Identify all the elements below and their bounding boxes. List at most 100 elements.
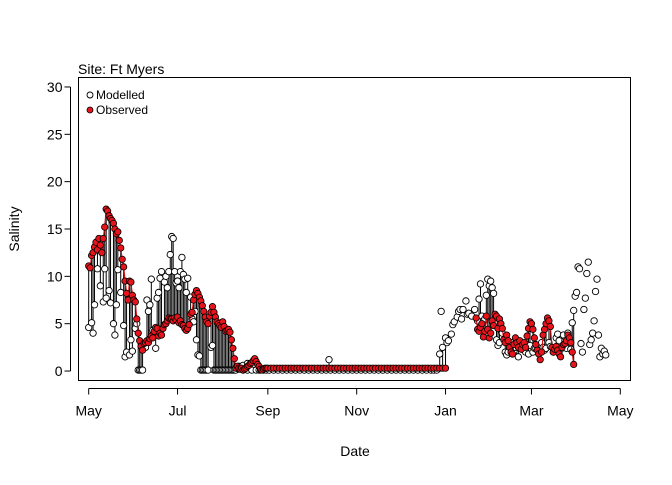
x-tick-label-nov-3: Nov [344, 403, 369, 419]
modelled-point-218 [578, 348, 587, 356]
observed-point-189 [478, 320, 486, 328]
observed-point-220 [523, 332, 531, 340]
observed-point-37 [138, 346, 147, 354]
modelled-point-14 [114, 266, 122, 274]
modelled-point-229 [594, 331, 603, 339]
modelled-point-203 [554, 330, 562, 338]
modelled-point-216 [575, 265, 584, 273]
observed-series [85, 205, 578, 374]
modelled-point-2 [89, 329, 97, 337]
modelled-point-38 [157, 267, 166, 276]
modelled-point-70 [208, 341, 217, 350]
modelled-point-150 [459, 305, 467, 314]
observed-point-224 [529, 325, 537, 333]
modelled-point-1 [87, 319, 96, 327]
modelled-point-27 [138, 366, 147, 374]
observed-point-50 [157, 331, 166, 339]
observed-point-192 [482, 312, 490, 320]
y-tick-label-25: 25 [47, 126, 63, 142]
modelled-point-137 [436, 350, 444, 358]
modelled-point-51 [178, 253, 186, 262]
observed-point-32 [131, 298, 139, 306]
observed-point-99 [229, 344, 237, 352]
modelled-point-41 [163, 284, 171, 292]
observed-point-229 [536, 356, 544, 364]
modelled-point-181 [514, 353, 523, 361]
modelled-point-30 [144, 307, 153, 316]
modelled-point-214 [572, 288, 581, 297]
modelled-point-43 [166, 250, 174, 259]
observed-point-225 [530, 334, 538, 342]
observed-point-8 [96, 241, 104, 249]
observed-point-11 [101, 223, 109, 231]
observed-point-97 [226, 328, 234, 336]
x-tick-label-mar-5: Mar [519, 403, 543, 419]
modelled-point-217 [577, 339, 585, 348]
modelled-point-4 [93, 265, 102, 273]
modelled-point-21 [128, 347, 137, 355]
modelled-point-211 [568, 319, 576, 327]
observed-point-44 [149, 334, 157, 342]
modelled-point-45 [169, 234, 177, 243]
modelled-point-15 [117, 288, 125, 297]
modelled-point-165 [487, 277, 495, 285]
observed-point-243 [556, 353, 565, 361]
modelled-point-136 [325, 356, 333, 364]
modelled-point-3 [90, 301, 99, 309]
observed-point-195 [487, 329, 495, 337]
observed-point-22 [117, 244, 125, 252]
modelled-point-13 [112, 301, 121, 309]
modelled-point-36 [154, 288, 163, 297]
observed-point-207 [504, 337, 512, 345]
legend-modelled-marker [86, 91, 94, 99]
modelled-point-162 [482, 291, 490, 299]
observed-point-24 [120, 263, 128, 271]
y-tick-label-30: 30 [47, 79, 63, 95]
observed-point-184 [441, 364, 450, 372]
legend: Modelled Observed [86, 88, 148, 117]
x-tick-label-jul-1: Jul [169, 403, 187, 419]
modelled-point-149 [457, 315, 466, 323]
observed-point-20 [114, 228, 122, 236]
modelled-point-138 [437, 307, 445, 316]
y-axis: 0 5 10 15 20 25 30 [47, 79, 71, 379]
modelled-point-48 [173, 277, 182, 285]
modelled-point-7 [101, 265, 109, 273]
modelled-point-139 [438, 343, 447, 352]
y-tick-label-10: 10 [47, 268, 63, 284]
legend-modelled-label: Modelled [96, 88, 145, 102]
modelled-point-219 [580, 305, 588, 314]
observed-point-252 [570, 360, 578, 369]
x-tick-label-jan-4: Jan [434, 403, 457, 419]
observed-point-82 [204, 320, 212, 328]
modelled-point-234 [602, 351, 610, 359]
observed-point-236 [546, 322, 554, 331]
y-tick-label-15: 15 [47, 221, 63, 237]
modelled-point-54 [182, 288, 190, 297]
modelled-point-224 [587, 336, 595, 344]
x-axis: May Jul Sep Nov Jan Mar May [75, 388, 634, 419]
modelled-point-155 [471, 305, 479, 314]
x-tick-label-may-6: May [607, 403, 633, 419]
observed-point-251 [568, 348, 576, 356]
modelled-point-8 [102, 294, 110, 302]
chart-title: Site: Ft Myers [78, 61, 164, 77]
modelled-point-60 [192, 336, 201, 344]
modelled-point-31 [146, 301, 154, 309]
observed-point-100 [230, 355, 238, 363]
modelled-point-5 [96, 282, 104, 290]
observed-point-29 [127, 278, 135, 286]
modelled-point-143 [447, 330, 456, 338]
observed-point-98 [227, 336, 236, 344]
modelled-point-220 [581, 294, 589, 302]
modelled-point-49 [175, 284, 183, 292]
observed-point-26 [122, 289, 131, 297]
modelled-point-9 [105, 286, 113, 295]
modelled-point-228 [593, 275, 601, 283]
plot-frame [78, 77, 631, 381]
observed-point-34 [134, 329, 142, 337]
legend-observed-marker [86, 106, 94, 114]
observed-point-230 [538, 348, 546, 356]
